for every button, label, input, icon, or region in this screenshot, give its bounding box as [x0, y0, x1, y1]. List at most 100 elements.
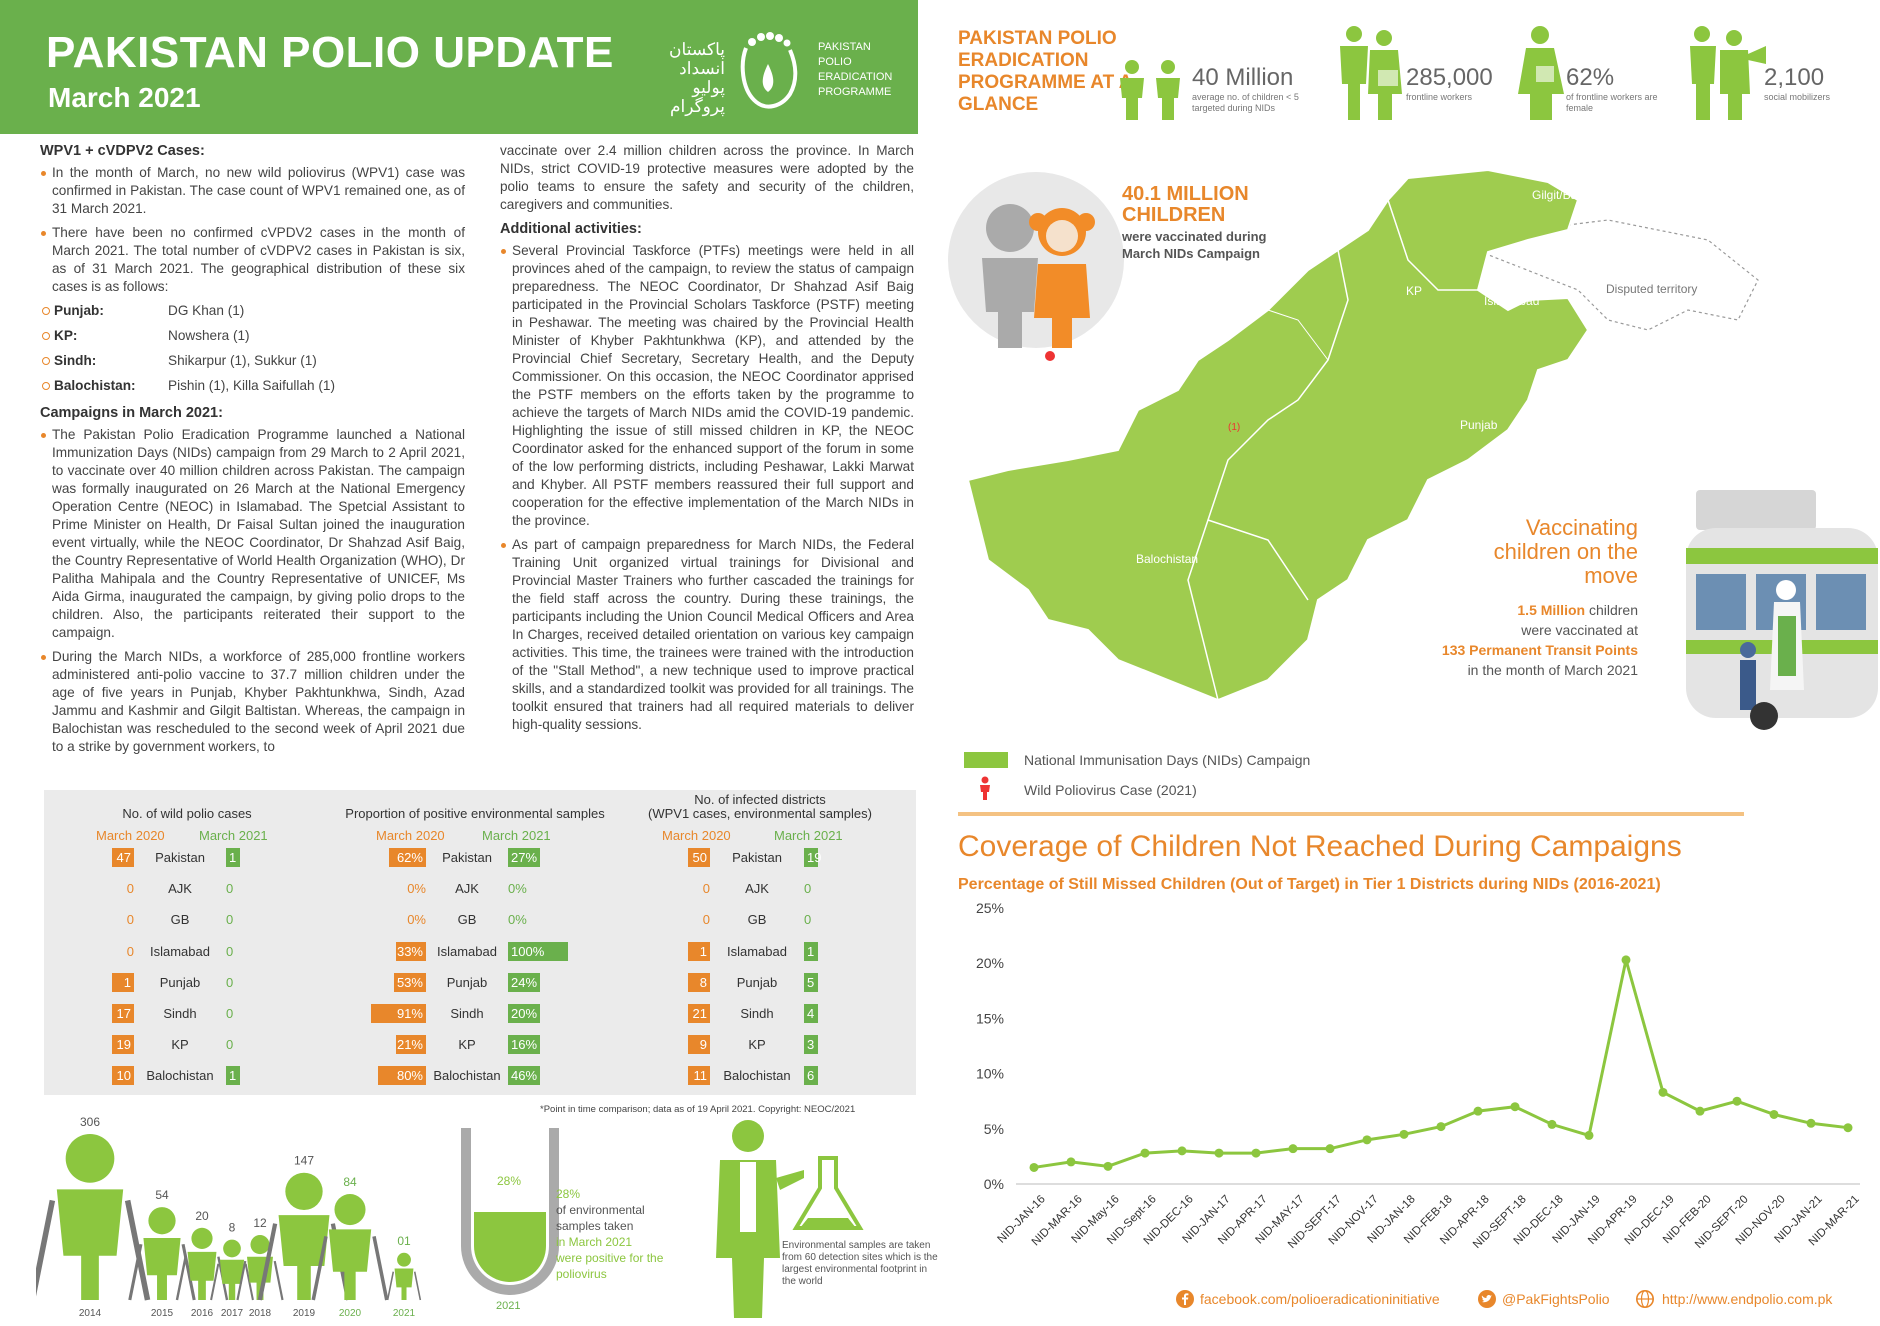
- cell-2021: 5: [804, 972, 818, 992]
- cell-2021: 0: [226, 881, 234, 897]
- province-label: KP:: [54, 328, 78, 343]
- bus-vaccination-illustration: [1686, 490, 1878, 730]
- data-point: [1473, 1106, 1483, 1116]
- table-title-wild-cases: No. of wild polio cases: [122, 806, 252, 821]
- tube-caption-result: were positive for the poliovirus: [556, 1251, 664, 1281]
- twitter-link[interactable]: @PakFightsPolio: [1502, 1291, 1610, 1307]
- table-row: 47 Pakistan 1: [0, 848, 300, 867]
- yearly-case-year: 2017: [221, 1308, 244, 1318]
- move-num-children: 1.5 Million: [1517, 602, 1586, 618]
- cell-province: Islamabad: [437, 943, 497, 959]
- stat-mobilizers-caption: social mobilizers: [1764, 92, 1831, 102]
- cell-province: Pakistan: [442, 850, 492, 865]
- article-column-1: WPV1 + cVDPV2 Cases: In the month of Mar…: [40, 142, 465, 762]
- cell-province: AJK: [455, 881, 479, 897]
- map-label-islamabad: Islamabad: [1484, 294, 1540, 308]
- cell-2020: 11: [688, 1066, 710, 1086]
- data-point: [1769, 1109, 1779, 1119]
- table-row: 80% Balochistan 46%: [0, 1066, 600, 1086]
- map-label-gb: Gilgit/Baltistan: [1532, 188, 1609, 202]
- cell-2021: 0: [226, 1006, 234, 1021]
- child-figure-icon: [36, 1134, 151, 1301]
- female-worker-icon: [1518, 26, 1564, 120]
- cell-province: KP: [171, 1037, 189, 1053]
- cell-2021: 0: [226, 943, 234, 959]
- cell-2020: 0: [702, 912, 710, 928]
- list-item: Balochistan: Pishin (1), Killa Saifullah …: [40, 377, 465, 402]
- data-point: [1436, 1122, 1446, 1132]
- map-case-count: (1): [1228, 422, 1241, 433]
- data-point: [1510, 1102, 1520, 1112]
- province-label: Balochistan:: [54, 378, 136, 393]
- table-row: 0 GB 0: [0, 910, 300, 929]
- table-row: 17 Sindh 0: [0, 1004, 300, 1023]
- yearly-case-count: 84: [343, 1175, 357, 1189]
- data-point: [1658, 1087, 1668, 1097]
- social-mobilizers-icon: [1690, 26, 1766, 120]
- legend-label-wpv: Wild Poliovirus Case (2021): [1024, 782, 1197, 798]
- data-point: [1177, 1146, 1187, 1156]
- yearly-case-count: 01: [397, 1234, 411, 1248]
- cell-province: Pakistan: [732, 850, 782, 865]
- cell-2020: 0: [126, 881, 134, 897]
- data-point: [1066, 1157, 1076, 1167]
- data-point: [1584, 1130, 1594, 1140]
- district-value: Shikarpur (1), Sukkur (1): [168, 353, 317, 368]
- cell-2020: 19: [112, 1035, 134, 1055]
- data-point: [1732, 1096, 1742, 1106]
- facebook-link[interactable]: facebook.com/polioeradicationinitiative: [1200, 1291, 1440, 1307]
- data-point: [1288, 1144, 1298, 1154]
- wpv-case-person-icon: [980, 776, 990, 800]
- stat-children-caption: average no. of children < 5 targeted dur…: [1192, 92, 1299, 113]
- glance-title: PAKISTAN POLIO ERADICATION PROGRAMME AT …: [958, 28, 1132, 115]
- tube-caption-pct: 28%: [556, 1187, 581, 1201]
- cell-2020: 50: [688, 848, 710, 867]
- yearly-case-count: 147: [294, 1154, 314, 1168]
- yearly-case-count: 12: [253, 1216, 267, 1230]
- env-samples-caption: Environmental samples are taken from 60 …: [782, 1240, 938, 1287]
- footprint-logo-icon: [740, 32, 798, 109]
- cell-2020: 62%: [388, 848, 426, 867]
- table-row: 10 Balochistan 1: [0, 1066, 300, 1086]
- district-value: DG Khan (1): [168, 303, 245, 318]
- table-title-districts: No. of infected districts: [694, 792, 826, 807]
- cell-2020: 1: [688, 941, 710, 961]
- data-point: [1621, 955, 1631, 965]
- pakistan-map: [968, 168, 1759, 702]
- cell-2020: 53%: [394, 972, 426, 992]
- move-text: in the month of March 2021: [1467, 662, 1638, 678]
- cell-2021: 1: [804, 941, 818, 961]
- missed-children-line-chart: 0%5%10%15%20%25%NID-JAN-16NID-MAR-16NID-…: [976, 900, 1862, 1251]
- legend-label-nids: National Immunisation Days (NIDs) Campai…: [1024, 752, 1311, 768]
- header-banner: [0, 0, 918, 134]
- cell-2021: 0: [226, 974, 234, 990]
- programme-name: PAKISTAN POLIO ERADICATION PROGRAMME: [818, 40, 892, 100]
- yearly-case-year: 2019: [293, 1308, 316, 1318]
- data-point: [1695, 1106, 1705, 1116]
- cell-province: Punjab: [159, 974, 201, 990]
- paragraph: Several Provincial Taskforce (PTFs) meet…: [500, 242, 914, 530]
- table-row: 53% Punjab 24%: [0, 972, 600, 992]
- cell-2021: 46%: [508, 1066, 540, 1086]
- table-row: 1 Islamabad 1: [0, 941, 900, 961]
- tube-caption-text: of environmental samples taken: [556, 1203, 645, 1233]
- map-label-kp: KP: [1406, 284, 1423, 298]
- stat-frontline-caption: frontline workers: [1406, 92, 1473, 102]
- tube-percent: 28%: [497, 1174, 522, 1188]
- yearly-case-year: 2016: [191, 1308, 214, 1318]
- cell-province: GB: [747, 912, 767, 928]
- year-label-2021: March 2021: [199, 828, 268, 843]
- table-row: 19 KP 0: [0, 1035, 300, 1055]
- yearly-case-year: 2020: [339, 1308, 362, 1318]
- cell-2020: 80%: [378, 1066, 426, 1086]
- year-label-2020: March 2020: [376, 828, 445, 843]
- table-row: 21% KP 16%: [0, 1035, 600, 1055]
- cell-2021: 6: [804, 1066, 818, 1086]
- cell-2020: 33%: [396, 941, 426, 961]
- table-row: 1 Punjab 0: [0, 972, 300, 992]
- cell-2021: 19: [804, 848, 821, 867]
- website-link[interactable]: http://www.endpolio.com.pk: [1662, 1291, 1833, 1307]
- paragraph: There have been no confirmed cVPDV2 case…: [40, 224, 465, 296]
- cell-2021: 16%: [508, 1035, 540, 1055]
- data-point: [1029, 1162, 1039, 1172]
